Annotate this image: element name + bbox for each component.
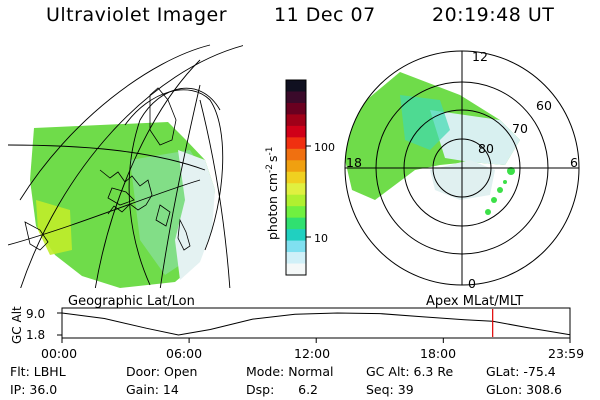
- polar-grid: [344, 50, 580, 286]
- uvi-image-polar-dim: [430, 110, 520, 165]
- mlt-label-0: 0: [468, 276, 476, 291]
- colorbar-band: [286, 171, 306, 184]
- colorbar-band: [286, 183, 306, 196]
- date-label: 11 Dec 07: [274, 4, 376, 26]
- colorbar-gradient: [286, 80, 306, 276]
- info-gcalt: GC Alt: 6.3 Re: [366, 364, 454, 379]
- colorbar-band: [286, 217, 306, 230]
- uvi-image-polar-cyan: [400, 95, 450, 150]
- altitude-curve: [61, 312, 571, 336]
- colorbar-band: [286, 114, 306, 127]
- info-mode: Mode: Normal: [246, 364, 334, 379]
- mlat-label-70: 70: [512, 121, 528, 136]
- colorbar-band: [286, 80, 306, 92]
- colorbar-tick-label-10: 10: [314, 232, 328, 245]
- geographic-grid: [8, 44, 243, 288]
- auroral-spot: [503, 180, 507, 184]
- auroral-spot: [491, 197, 497, 203]
- info-gain: Gain: 14: [126, 382, 179, 397]
- left-panel-caption: Geographic Lat/Lon: [68, 294, 195, 309]
- colorbar-band: [286, 194, 306, 207]
- colorbar-band: [286, 160, 306, 173]
- colorbar-band: [286, 206, 306, 219]
- timeline-ylabel: GC Alt: [10, 306, 24, 344]
- colorbar-band: [286, 102, 306, 115]
- mlat-label-80: 80: [478, 141, 494, 156]
- polar-plot: 12 18 6 0 60 70 80: [344, 49, 580, 291]
- colorbar-band: [286, 91, 306, 104]
- info-glon: GLon: 308.6: [486, 382, 562, 397]
- timeline-frame: [61, 307, 571, 339]
- mlt-label-18: 18: [346, 155, 362, 170]
- uvi-image-bright-region: [36, 200, 72, 255]
- colorbar: 100 10 photon cm-2s-1: [265, 79, 335, 276]
- info-door: Door: Open: [126, 364, 198, 379]
- colorbar-band: [286, 148, 306, 161]
- mlat-label-60: 60: [536, 98, 552, 113]
- coastlines: [24, 87, 191, 251]
- auroral-spot: [485, 209, 491, 215]
- xtick-label-1800: 18:00: [420, 346, 457, 361]
- geographic-map: [8, 44, 243, 288]
- colorbar-band: [286, 229, 306, 242]
- info-ip: IP: 36.0: [10, 382, 58, 397]
- info-glat: GLat: -75.4: [486, 364, 556, 379]
- mlt-label-12: 12: [472, 49, 488, 64]
- altitude-timeline: 9.0 1.8 GC Alt: [10, 306, 571, 344]
- xtick-label-0600: 06:00: [166, 346, 203, 361]
- colorbar-frame: [285, 79, 307, 276]
- right-panel-caption: Apex MLat/MLT: [426, 294, 524, 309]
- uvi-image-dim-region: [175, 150, 215, 280]
- time-label: 20:19:48 UT: [432, 4, 555, 26]
- xtick-label-2359: 23:59: [548, 346, 585, 361]
- colorbar-band: [286, 125, 306, 138]
- xtick-label-1200: 12:00: [294, 346, 331, 361]
- timeline-xticks: [61, 338, 571, 343]
- instrument-title: Ultraviolet Imager: [46, 4, 228, 26]
- ytick-label-9: 9.0: [26, 307, 45, 321]
- auroral-spot: [507, 167, 515, 175]
- auroral-spot: [497, 187, 503, 193]
- mlt-label-6: 6: [570, 155, 578, 170]
- ytick-label-1.8: 1.8: [26, 328, 45, 342]
- info-dsp: Dsp: 6.2: [246, 382, 319, 397]
- info-flt: Flt: LBHL: [10, 364, 66, 379]
- colorbar-band: [286, 240, 306, 253]
- colorbar-band: [286, 252, 306, 265]
- colorbar-tick-label-100: 100: [314, 141, 335, 154]
- info-seq: Seq: 39: [366, 382, 414, 397]
- xtick-label-0000: 00:00: [41, 346, 78, 361]
- colorbar-band: [286, 263, 306, 276]
- colorbar-unit-label: photon cm-2s-1: [265, 147, 280, 240]
- colorbar-band: [286, 137, 306, 150]
